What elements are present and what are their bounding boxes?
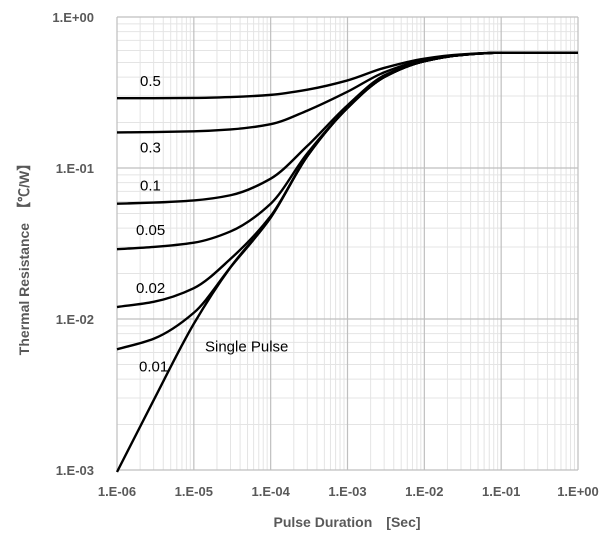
x-axis-title: Pulse Duration [Sec] (273, 514, 420, 530)
series-label-0-01: 0.01 (139, 358, 168, 375)
series-labels: Single Pulse 0.01 0.02 0.05 0.1 0.3 0.5 (136, 73, 288, 375)
y-tick-label: 1.E+00 (52, 10, 94, 25)
plot-area: Single Pulse 0.01 0.02 0.05 0.1 0.3 0.5 (115, 16, 579, 473)
y-tick-label: 1.E-01 (56, 161, 94, 176)
x-tick-label: 1.E-05 (175, 484, 213, 499)
x-axis-tick-labels: 1.E-06 1.E-05 1.E-04 1.E-03 1.E-02 1.E-01 1.E+… (98, 484, 599, 499)
series-label-0-02: 0.02 (136, 280, 165, 297)
series-label-single-pulse: Single Pulse (205, 338, 288, 355)
series-lines (115, 51, 578, 473)
x-tick-label: 1.E-01 (482, 484, 520, 499)
y-axis-title: Thermal Resistance 【℃/W】 (16, 157, 32, 355)
y-tick-label: 1.E-02 (56, 312, 94, 327)
major-grid (116, 16, 579, 471)
y-tick-label: 1.E-03 (56, 463, 94, 478)
y-axis-tick-labels: 1.E-03 1.E-02 1.E-01 1.E+00 (52, 10, 94, 478)
series-label-0-3: 0.3 (140, 139, 161, 156)
x-tick-label: 1.E-03 (328, 484, 366, 499)
series-label-0-5: 0.5 (140, 73, 161, 90)
series-label-0-05: 0.05 (136, 222, 165, 239)
x-tick-label: 1.E-04 (252, 484, 291, 499)
x-tick-label: 1.E-02 (405, 484, 443, 499)
series-label-0-1: 0.1 (140, 178, 161, 195)
series-line-0-5 (117, 51, 578, 100)
x-tick-label: 1.E-06 (98, 484, 136, 499)
x-tick-label: 1.E+00 (557, 484, 599, 499)
